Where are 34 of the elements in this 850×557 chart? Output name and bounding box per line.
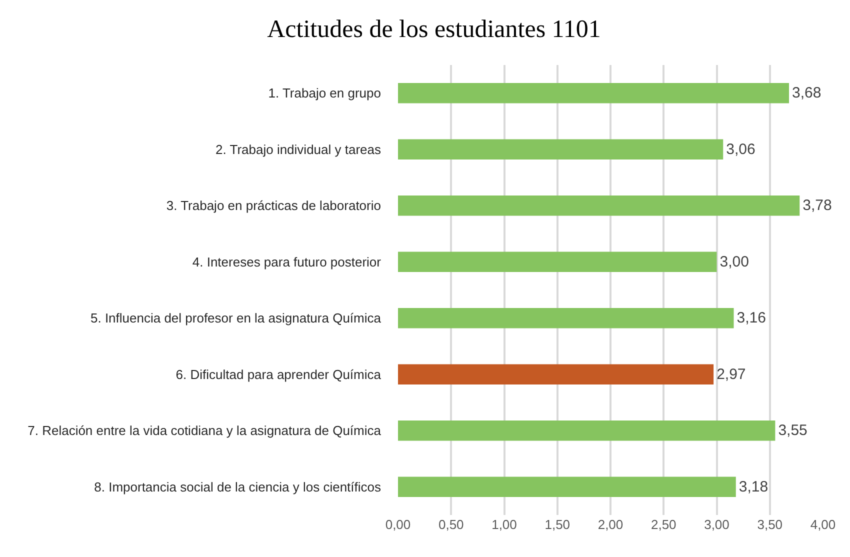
bar <box>398 252 717 272</box>
y-tick-label: 3. Trabajo en prácticas de laboratorio <box>166 198 381 214</box>
bar <box>398 139 724 160</box>
y-tick-label: 8. Importancia social de la ciencia y los científicos <box>94 479 382 494</box>
data-label: 3,68 <box>792 84 822 102</box>
bar <box>398 420 776 441</box>
y-tick-label: 7. Relación entre la vida cotidiana y la asignatura de Química <box>28 423 382 438</box>
bar <box>398 196 800 216</box>
data-label: 2,97 <box>716 366 746 383</box>
data-label: 3,18 <box>738 478 768 496</box>
x-tick-label: 0,00 <box>385 517 411 532</box>
x-tick-label: 3,00 <box>704 517 730 532</box>
y-tick-label: 2. Trabajo individual y tareas <box>216 142 382 157</box>
y-tick-label: 4. Intereses para futuro posterior <box>192 254 382 270</box>
y-tick-label: 5. Influencia del profesor en la asignatura Química <box>90 310 382 326</box>
x-tick-label: 4,00 <box>810 517 836 532</box>
chart-title: Actitudes de los estudiantes 1101 <box>267 16 601 43</box>
x-tick-label: 1,50 <box>544 517 570 532</box>
data-label: 3,55 <box>778 422 808 440</box>
y-tick-label: 1. Trabajo en grupo <box>268 86 381 101</box>
data-label: 3,78 <box>802 197 832 214</box>
bar <box>398 364 714 384</box>
x-tick-label: 2,00 <box>598 517 624 532</box>
bar <box>398 83 789 104</box>
data-label: 3,06 <box>726 140 756 158</box>
y-tick-label: 6. Dificultad para aprender Química <box>176 366 382 382</box>
x-tick-label: 0,50 <box>438 517 464 532</box>
bar <box>398 308 734 328</box>
x-tick-label: 3,50 <box>757 517 783 532</box>
bar <box>398 476 736 497</box>
x-tick-label: 1,00 <box>492 517 517 532</box>
data-label: 3,00 <box>720 253 749 270</box>
x-tick-label: 2,50 <box>650 517 676 532</box>
data-label: 3,16 <box>736 310 766 327</box>
